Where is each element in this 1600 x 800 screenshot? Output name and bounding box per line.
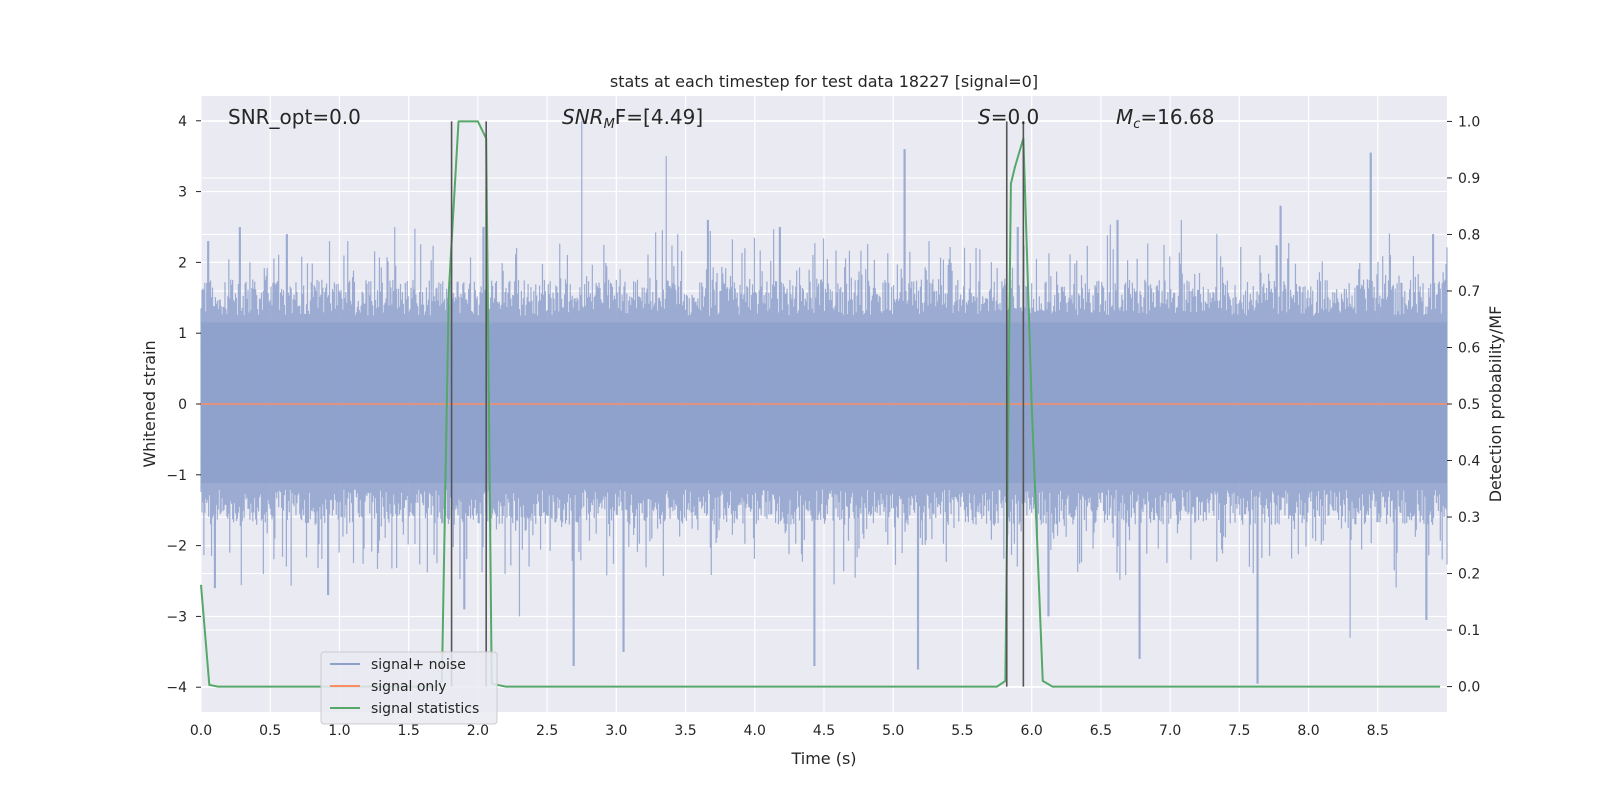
x-tick-label: 0.0 — [190, 723, 212, 739]
annotation-snr-opt: SNR_opt=0.0 — [228, 105, 361, 129]
y-tick-label: 0 — [178, 397, 187, 413]
annotation-s-suffix: =0.0 — [991, 105, 1040, 129]
y-tick-label: 4 — [178, 114, 187, 130]
x-tick-label: 2.0 — [467, 723, 489, 739]
x-tick-label: 6.5 — [1090, 723, 1112, 739]
annotation-mc-sub: c — [1133, 117, 1140, 132]
annotation-mc-suffix: =16.68 — [1140, 105, 1214, 129]
y-tick-label: −3 — [166, 609, 187, 625]
y-right-tick-label: 0.1 — [1458, 623, 1480, 639]
y-tick-label: −4 — [166, 680, 187, 696]
annotation-mc: Mc=16.68 — [1116, 105, 1214, 132]
x-tick-label: 4.0 — [744, 723, 766, 739]
x-tick-label: 1.5 — [398, 723, 420, 739]
legend-label-signal: signal only — [371, 679, 446, 695]
y-tick-label: 2 — [178, 255, 187, 271]
y-right-tick-label: 0.5 — [1458, 397, 1480, 413]
x-axis-label: Time (s) — [790, 749, 856, 768]
y-tick-label: −1 — [166, 468, 187, 484]
y-axis-label: Whitened strain — [140, 340, 159, 467]
legend: signal+ noise signal only signal statist… — [320, 651, 498, 725]
y-right-tick-label: 0.9 — [1458, 171, 1480, 187]
noise-series-layer — [200, 120, 1448, 684]
x-tick-label: 6.0 — [1021, 723, 1043, 739]
x-tick-label: 4.5 — [813, 723, 835, 739]
x-tick-label: 0.5 — [259, 723, 281, 739]
x-tick-label: 1.0 — [328, 723, 350, 739]
y-right-tick-label: 0.3 — [1458, 510, 1480, 526]
legend-box — [320, 651, 498, 725]
x-tick-label: 7.0 — [1159, 723, 1181, 739]
y-right-tick-label: 0.2 — [1458, 567, 1480, 583]
x-tick-label: 2.5 — [536, 723, 558, 739]
y-tick-label: 3 — [178, 185, 187, 201]
y-right-tick-label: 0.0 — [1458, 680, 1480, 696]
y-right-tick-label: 1.0 — [1458, 114, 1480, 130]
y-tick-label: 1 — [178, 326, 187, 342]
y-right-tick-label: 0.8 — [1458, 227, 1480, 243]
y-right-tick-label: 0.6 — [1458, 340, 1480, 356]
annotation-snr-mf-suffix: F=[4.49] — [615, 105, 703, 129]
x-tick-label: 5.0 — [882, 723, 904, 739]
x-tick-label: 7.5 — [1228, 723, 1250, 739]
annotation-mc-prefix: M — [1116, 105, 1133, 129]
y-right-tick-label: 0.4 — [1458, 454, 1480, 470]
annotation-snr-mf: SNRMF=[4.49] — [562, 105, 703, 132]
annotation-s-prefix: S — [978, 105, 991, 129]
vertical-markers — [450, 121, 1025, 687]
x-tick-label: 3.0 — [605, 723, 627, 739]
y-right-tick-label: 0.7 — [1458, 284, 1480, 300]
legend-label-stats: signal statistics — [371, 701, 479, 717]
x-tick-label: 8.5 — [1367, 723, 1389, 739]
x-tick-label: 3.5 — [674, 723, 696, 739]
legend-label-noise: signal+ noise — [371, 657, 466, 673]
y-axis-label-right: Detection probability/MF — [1486, 306, 1505, 503]
annotation-snr-mf-sub: M — [604, 117, 615, 132]
y-tick-label: −2 — [166, 539, 187, 555]
tick-labels: 0.0 0.5 1.0 1.5 2.0 2.5 3.0 3.5 4.0 4.5 5.0 5.5 6.0 6… — [166, 114, 1480, 739]
x-tick-label: 5.5 — [951, 723, 973, 739]
x-tick-label: 8.0 — [1297, 723, 1319, 739]
chart-title: stats at each timestep for test data 182… — [610, 72, 1038, 91]
annotation-snr-mf-prefix: SNR — [562, 105, 604, 129]
annotation-s: S=0.0 — [978, 105, 1039, 129]
